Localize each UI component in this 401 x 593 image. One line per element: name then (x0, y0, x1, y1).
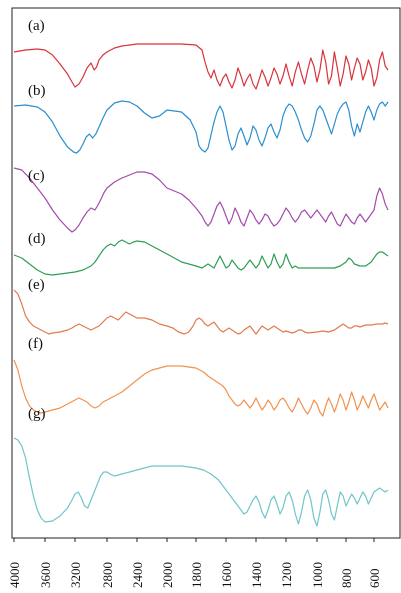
series-label-a: (a) (28, 18, 45, 34)
x-tick-label: 1400 (249, 562, 264, 588)
series-label-layer: (a) (b) (c) (d) (e) (f) (g) (28, 18, 46, 422)
x-tick-label: 3600 (38, 562, 53, 588)
x-tick-label: 4000 (7, 562, 22, 588)
plot-frame (11, 7, 401, 539)
x-tick-label: 2000 (160, 562, 175, 588)
x-tick-label: 1000 (310, 562, 325, 588)
series-label-f: (f) (28, 336, 43, 352)
spectrum-line-f (13, 359, 389, 417)
spectrum-line-d (13, 239, 389, 276)
spectrum-line-g (13, 437, 389, 527)
series-label-g: (g) (28, 406, 46, 422)
spectrum-line-b (13, 100, 389, 154)
x-axis-ticks: 4000 3600 3200 2800 2400 2000 1800 1600 1400 1200… (7, 538, 382, 588)
spectrum-line-c (13, 167, 389, 233)
series-label-e: (e) (28, 277, 45, 293)
x-tick-label: 600 (367, 569, 382, 589)
x-tick-label: 1600 (219, 562, 234, 588)
x-tick-label: 1200 (279, 562, 294, 588)
x-tick-label: 2800 (100, 562, 115, 588)
spectrum-line-e (13, 289, 389, 335)
series-label-c: (c) (28, 168, 45, 184)
x-tick-label: 800 (339, 569, 354, 589)
spectrum-line-a (13, 43, 389, 90)
series-label-d: (d) (28, 231, 46, 247)
series-label-b: (b) (28, 83, 46, 99)
series-layer (13, 43, 389, 527)
x-tick-label: 1800 (189, 562, 204, 588)
x-tick-label: 2400 (130, 562, 145, 588)
x-tick-label: 3200 (68, 562, 83, 588)
